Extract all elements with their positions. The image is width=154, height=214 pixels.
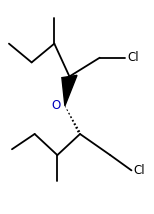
Text: Cl: Cl bbox=[127, 51, 139, 64]
Text: O: O bbox=[51, 99, 61, 112]
Polygon shape bbox=[62, 75, 77, 106]
Text: Cl: Cl bbox=[133, 164, 145, 177]
